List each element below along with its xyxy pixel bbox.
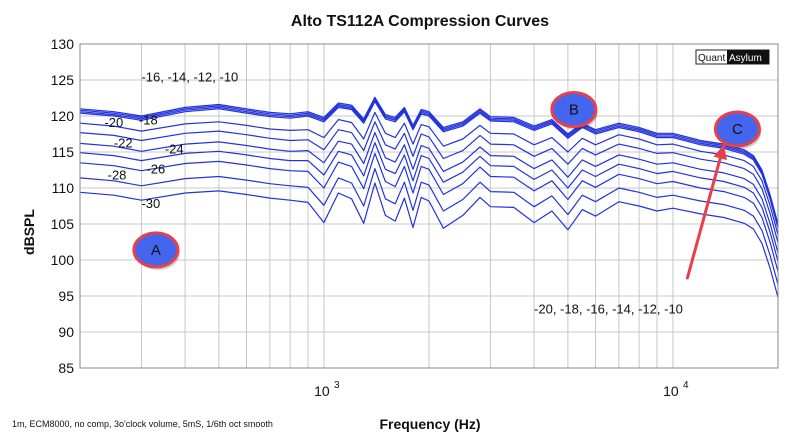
y-axis-label: dBSPL	[21, 209, 37, 255]
curve-annotations: -16, -14, -12, -10 -20 -18 -22 -24-26 -28 -30 -…	[104, 69, 682, 316]
marker-label: B	[569, 102, 579, 119]
annotation-label: -18	[139, 113, 158, 128]
series-line	[79, 182, 779, 298]
annotation-label: -30	[141, 196, 160, 211]
arrow-head	[713, 144, 727, 161]
series-line	[79, 121, 779, 243]
x-tick-base: 10	[314, 383, 330, 399]
marker-circle	[550, 91, 598, 129]
y-tick-label: 125	[51, 72, 75, 88]
series-line	[79, 101, 779, 229]
x-tick-exponent: 3	[334, 380, 340, 391]
annotation-label: -20	[104, 115, 123, 130]
x-tick-label: 10 3	[314, 380, 340, 399]
series-line	[79, 96, 779, 225]
annotation-label: -22	[114, 136, 133, 151]
series-line	[79, 132, 779, 253]
series-line	[79, 168, 779, 285]
series-line	[79, 111, 779, 235]
annotation-label: -28	[108, 167, 127, 182]
marker-a: A	[132, 231, 180, 270]
y-tick-label: 120	[51, 108, 75, 124]
x-tick-labels: 10 3 10 4	[314, 380, 689, 399]
y-tick-label: 130	[51, 36, 75, 52]
series-line	[79, 152, 779, 272]
y-tick-label: 105	[51, 216, 75, 232]
annotation-label: -20, -18, -16, -14, -12, -10	[534, 301, 683, 316]
y-tick-label: 85	[58, 360, 74, 376]
marker-circle	[132, 231, 180, 269]
marker-b: B	[550, 91, 598, 130]
grid	[79, 43, 779, 369]
arrow-shaft	[685, 143, 726, 280]
annotation-label: -24	[165, 141, 184, 156]
y-tick-label: 90	[58, 324, 74, 340]
callout-arrow	[685, 143, 727, 280]
logo-text-left: Quant	[698, 53, 725, 64]
footnote-text: 1m, ECM8000, no comp, 3o'clock volume, 5…	[12, 419, 273, 429]
marker-circle	[713, 110, 761, 148]
y-tick-label: 110	[52, 180, 75, 196]
series-lines	[79, 96, 779, 298]
y-tick-label: 100	[51, 252, 75, 268]
logo-text-right: Asylum	[729, 53, 762, 64]
annotation-label: -26	[146, 162, 165, 177]
callout-markers: A B C	[132, 91, 762, 270]
series-line	[79, 142, 779, 262]
y-tick-label: 95	[58, 288, 74, 304]
y-tick-labels: 85 90 95 100 105 110 115 120 125 130	[51, 36, 75, 376]
x-tick-exponent: 4	[683, 380, 689, 391]
marker-c: C	[713, 110, 762, 149]
plot-frame	[79, 43, 779, 369]
marker-label: A	[151, 242, 161, 259]
chart-title: Alto TS112A Compression Curves	[291, 13, 549, 30]
marker-label: C	[732, 121, 743, 138]
x-tick-label: 10 4	[663, 380, 689, 399]
annotation-label: -16, -14, -12, -10	[141, 69, 238, 84]
quantasylum-logo: Quant Asylum	[695, 49, 770, 65]
x-tick-base: 10	[663, 383, 679, 399]
y-tick-label: 115	[52, 144, 75, 160]
series-line	[79, 98, 779, 226]
series-line	[79, 99, 779, 228]
x-axis-label: Frequency (Hz)	[379, 416, 480, 432]
